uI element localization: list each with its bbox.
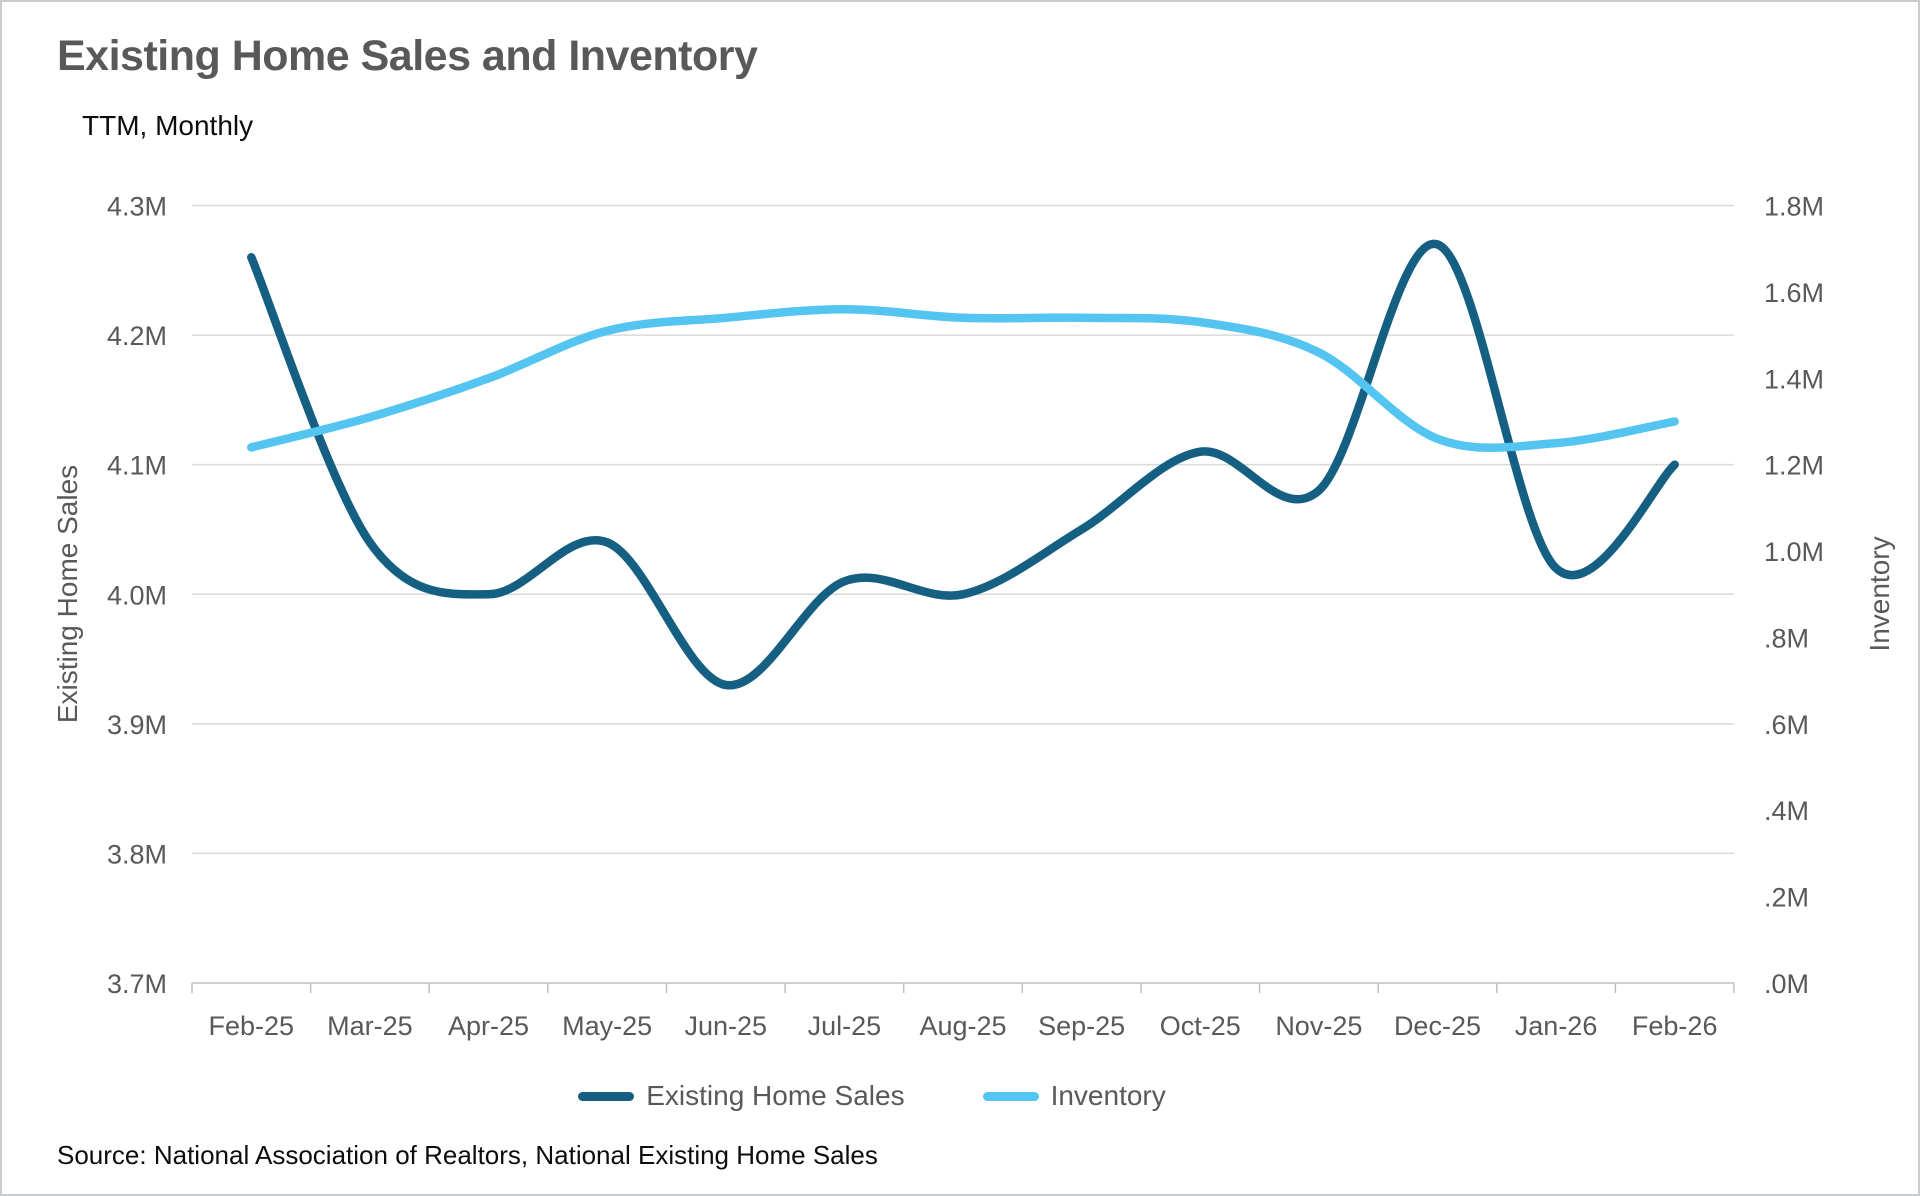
left-axis-tick-label: 3.7M	[107, 969, 167, 999]
source-note: Source: National Association of Realtors…	[57, 1140, 878, 1170]
x-axis-tick-label: Nov-25	[1275, 1011, 1362, 1041]
right-axis-tick-label: .8M	[1764, 623, 1809, 653]
legend-item-inventory: Inventory	[982, 1080, 1166, 1112]
right-axis-tick-label: 1.8M	[1764, 192, 1824, 222]
right-axis-tick-label: 1.4M	[1764, 364, 1824, 394]
right-axis-tick-label: 1.0M	[1764, 537, 1824, 567]
inventory-line	[247, 304, 1679, 452]
right-axis-tick-label: 1.2M	[1764, 451, 1824, 481]
x-axis-tick-label: Jan-26	[1515, 1011, 1598, 1041]
left-axis-tick-label: 3.8M	[107, 839, 167, 869]
sales-line-swatch	[578, 1091, 635, 1101]
left-axis-tick-label: 4.1M	[107, 451, 167, 481]
sales-line	[247, 240, 1679, 690]
x-axis-tick-label: Mar-25	[327, 1011, 413, 1041]
right-axis-tick-label: 1.6M	[1764, 278, 1824, 308]
left-axis-tick-label: 3.9M	[107, 710, 167, 740]
x-axis-tick-label: Aug-25	[919, 1011, 1006, 1041]
left-axis-tick-label: 4.3M	[107, 192, 167, 222]
legend-label: Existing Home Sales	[646, 1080, 905, 1111]
legend-label: Inventory	[1050, 1080, 1166, 1111]
x-axis-tick-label: Feb-25	[209, 1011, 295, 1041]
right-axis-tick-label: .4M	[1764, 796, 1809, 826]
right-axis-tick-label: .2M	[1764, 883, 1809, 913]
chart-legend: Existing Home Sales Inventory	[192, 1080, 1552, 1112]
x-axis-tick-label: May-25	[562, 1011, 652, 1041]
left-axis-tick-label: 4.0M	[107, 580, 167, 610]
x-axis-tick-label: Dec-25	[1394, 1011, 1481, 1041]
chart-title: Existing Home Sales and Inventory	[57, 32, 758, 80]
x-axis-tick-label: Jun-25	[684, 1011, 767, 1041]
right-axis-tick-label: .0M	[1764, 969, 1809, 999]
x-axis-tick-label: Oct-25	[1160, 1011, 1241, 1041]
x-axis-tick-label: Jul-25	[808, 1011, 882, 1041]
chart-subtitle: TTM, Monthly	[82, 110, 254, 141]
x-axis-tick-label: Sep-25	[1038, 1011, 1125, 1041]
inventory-line-swatch	[982, 1091, 1039, 1101]
x-axis-tick-label: Apr-25	[448, 1011, 529, 1041]
x-axis-tick-label: Feb-26	[1632, 1011, 1718, 1041]
left-axis-tick-label: 4.2M	[107, 321, 167, 351]
right-axis-tick-label: .6M	[1764, 710, 1809, 740]
legend-item-existing-home-sales: Existing Home Sales	[578, 1080, 905, 1112]
